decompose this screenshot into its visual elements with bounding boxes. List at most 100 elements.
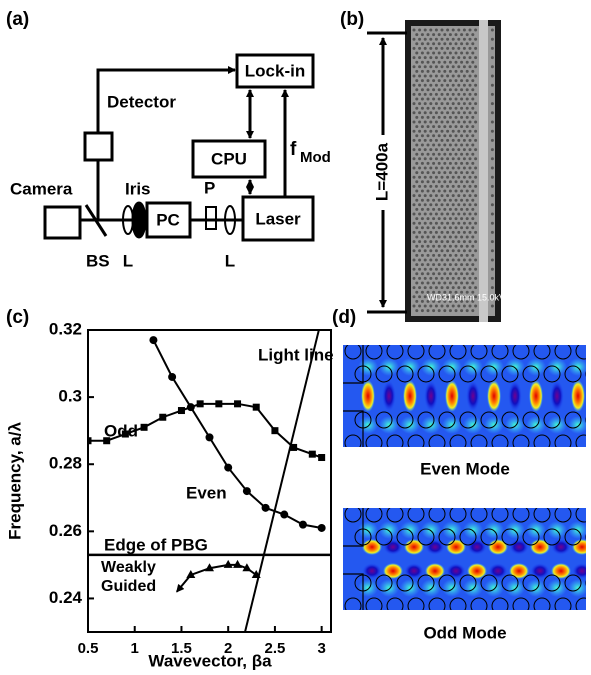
hole: [454, 207, 458, 211]
hole: [446, 221, 450, 225]
panel-label: (b): [340, 9, 364, 30]
field: [484, 358, 504, 376]
field: [463, 579, 483, 597]
field: [488, 563, 508, 579]
label: L: [123, 251, 133, 270]
hole: [420, 106, 424, 110]
field: [358, 521, 378, 539]
hole: [474, 56, 478, 60]
hole: [415, 207, 419, 211]
hole-outline: [365, 345, 383, 360]
annotation: Light line: [258, 345, 334, 364]
field: [358, 358, 378, 376]
hole: [460, 226, 464, 230]
hole: [432, 189, 436, 193]
hole: [426, 161, 430, 165]
field-bg: [343, 345, 586, 447]
hole: [490, 258, 494, 262]
marker: [140, 423, 148, 431]
hole: [460, 79, 464, 83]
hole: [443, 281, 447, 285]
hole-outline: [417, 365, 435, 383]
annotation: Odd: [104, 421, 138, 440]
iris: [131, 201, 147, 239]
hole: [426, 51, 430, 55]
hole: [432, 69, 436, 73]
hole: [429, 65, 433, 69]
hole: [446, 111, 450, 115]
hole: [423, 65, 427, 69]
hole: [490, 111, 494, 115]
hole: [437, 198, 441, 202]
field: [484, 521, 504, 539]
hole: [451, 92, 455, 96]
hole: [468, 184, 472, 188]
hole: [420, 42, 424, 46]
field: [379, 358, 399, 376]
hole: [460, 97, 464, 101]
y-tick-label: 0.24: [49, 588, 83, 607]
hole-outline: [396, 528, 414, 546]
hole: [423, 286, 427, 290]
hole: [465, 51, 469, 55]
hole: [420, 198, 424, 202]
label: Camera: [10, 179, 73, 198]
hole: [471, 88, 475, 92]
field: [547, 521, 567, 539]
hole: [412, 138, 416, 142]
hole: [471, 207, 475, 211]
hole-outline: [501, 574, 519, 592]
hole: [426, 152, 430, 156]
hole: [443, 152, 447, 156]
hole: [451, 194, 455, 198]
hole-outline: [533, 597, 551, 610]
hole: [423, 304, 427, 308]
hole: [468, 221, 472, 225]
hole: [446, 83, 450, 87]
field: [421, 358, 441, 376]
hole: [471, 106, 475, 110]
hole-outline: [480, 411, 498, 429]
hole: [448, 235, 452, 239]
hole: [420, 134, 424, 138]
marker: [159, 413, 167, 421]
hole-outline: [344, 508, 362, 523]
hole: [443, 88, 447, 92]
marker: [252, 403, 260, 411]
hole-outline: [575, 345, 586, 360]
hole-outline: [480, 365, 498, 383]
hole: [451, 286, 455, 290]
hole: [415, 299, 419, 303]
hole: [432, 33, 436, 37]
hole: [457, 56, 461, 60]
hole: [462, 304, 466, 308]
hole: [412, 92, 416, 96]
hole: [423, 46, 427, 50]
hole: [415, 134, 419, 138]
hole: [423, 240, 427, 244]
hole: [490, 276, 494, 280]
hole: [434, 148, 438, 152]
hole: [434, 276, 438, 280]
field: [400, 521, 420, 539]
hole: [420, 33, 424, 37]
hole: [418, 46, 422, 50]
hole: [448, 253, 452, 257]
field: [425, 539, 445, 555]
boundary: [343, 410, 364, 447]
marker: [234, 400, 242, 408]
hole-outline: [428, 434, 446, 447]
marker: [186, 569, 196, 578]
hole: [412, 258, 416, 262]
hole: [448, 226, 452, 230]
hole: [462, 267, 466, 271]
hole: [429, 157, 433, 161]
hole: [465, 272, 469, 276]
hole: [412, 148, 416, 152]
sem-info: WD31.6mm 15.0kV: [427, 292, 505, 302]
hole: [440, 37, 444, 41]
hole: [471, 33, 475, 37]
hole: [465, 171, 469, 175]
hole: [448, 263, 452, 267]
hole: [474, 120, 478, 124]
